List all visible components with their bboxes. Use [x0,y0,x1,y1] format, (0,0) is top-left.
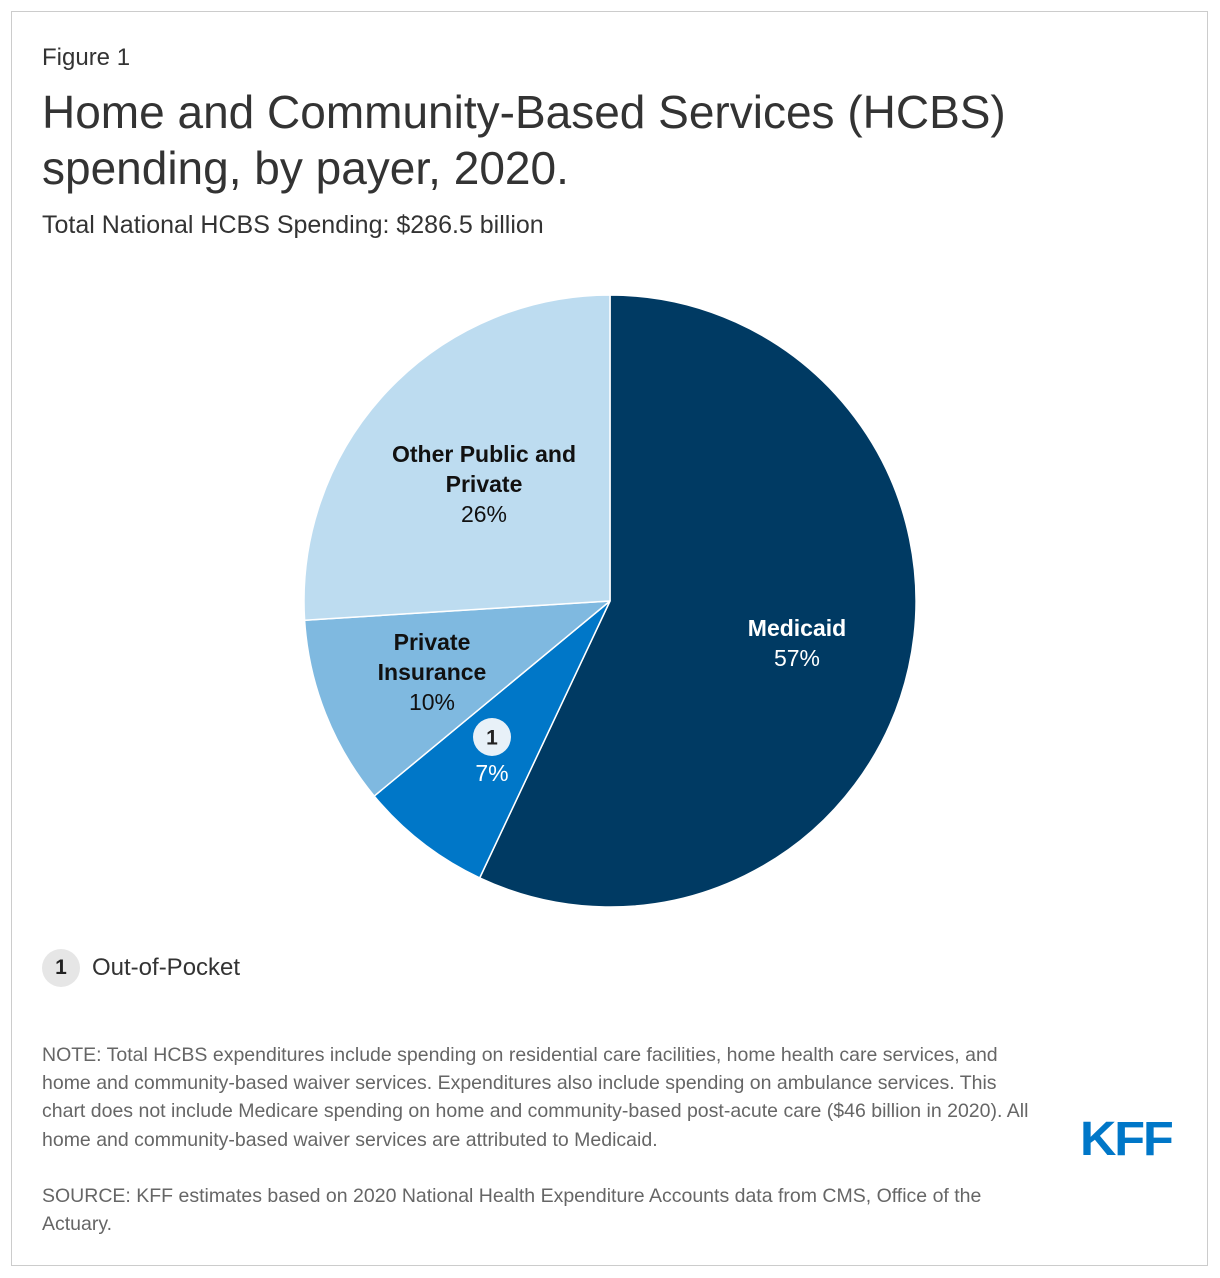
out-of-pocket-badge-label: 1 [486,727,498,750]
slice-value-other-public-and-private: 26% [461,501,507,527]
slice-value-out-of-pocket: 7% [475,760,508,786]
slice-label-other-public-and-private: Other Public and Private [392,441,576,497]
slice-label-medicaid: Medicaid [748,615,846,641]
note-text: NOTE: Total HCBS expenditures include sp… [42,1044,1029,1151]
chart-subtitle: Total National HCBS Spending: $286.5 bil… [42,211,544,239]
chart-title: Home and Community-Based Services (HCBS)… [42,86,1006,194]
source-text: SOURCE: KFF estimates based on 2020 Nati… [42,1185,982,1236]
slice-value-private-insurance: 10% [409,689,455,715]
pie-slice-medicaid [478,294,917,908]
legend-badge: 1 [42,949,80,987]
pie-slice-other-public-and-private [303,294,611,621]
kff-logo: KFF [1080,1113,1174,1166]
legend-label: Out-of-Pocket [92,954,241,981]
legend: 1 Out-of-Pocket [42,948,240,988]
figure-frame [11,11,1208,1266]
figure-label: Figure 1 [42,44,131,71]
out-of-pocket-badge [473,718,511,756]
slice-label-private-insurance: Private Insurance [378,629,487,685]
pie-slice-private-insurance [303,600,611,797]
slice-value-medicaid: 57% [774,645,820,671]
